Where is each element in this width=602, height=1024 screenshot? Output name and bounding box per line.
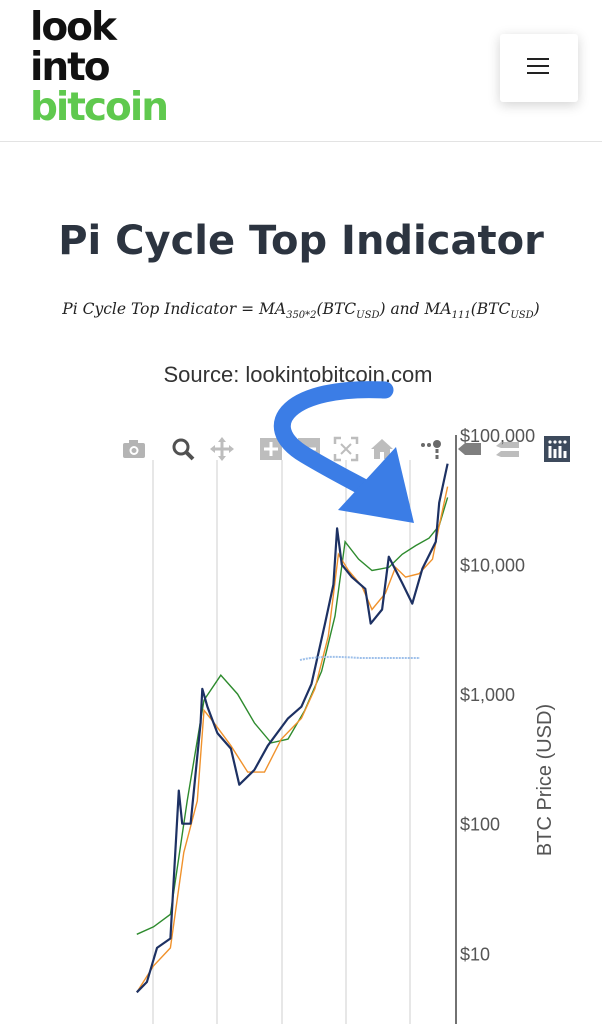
chart-modebar (115, 430, 602, 466)
hamburger-menu-icon-bar (527, 72, 549, 74)
formula-part: (BTC (470, 300, 511, 318)
autoscale-icon[interactable] (333, 436, 359, 462)
formula-lhs: Pi Cycle Top Indicator (62, 300, 237, 318)
formula-sub: 350*2 (286, 310, 317, 322)
formula-eq: = MA (236, 300, 287, 318)
formula-sub: USD (510, 310, 534, 322)
zoom-in-icon[interactable] (258, 436, 284, 462)
y-tick-label: $10,000 (460, 556, 525, 576)
reset-axes-icon[interactable] (369, 436, 395, 462)
hamburger-menu-icon-bar (527, 65, 549, 67)
spike-lines-icon[interactable] (418, 436, 444, 462)
series-price (136, 463, 449, 994)
page-title: Pi Cycle Top Indicator (58, 218, 544, 264)
y-tick-label: $1,000 (460, 685, 515, 705)
zoom-out-icon[interactable] (296, 436, 322, 462)
formula-part: ) (533, 300, 540, 318)
formula-part: (BTC (316, 300, 357, 318)
hover-band (299, 655, 420, 661)
logo-line-bitcoin: bitcoin (30, 85, 169, 130)
camera-icon[interactable] (121, 436, 147, 462)
vertical-gridlines (152, 460, 411, 1024)
plotly-logo-icon[interactable] (544, 436, 570, 462)
site-logo[interactable]: look into bitcoin (30, 5, 169, 130)
btc-price-chart[interactable]: $10 $100 $1,000 $10,000 $100,000 BTC Price (… (0, 425, 602, 1024)
pan-icon[interactable] (209, 436, 235, 462)
y-tick-label: $100,000 (460, 426, 535, 446)
logo-line-look: look (30, 5, 117, 50)
source-text: Source: lookintobitcoin.com (163, 362, 433, 387)
formula: Pi Cycle Top Indicator = MA350*2(BTCUSD)… (0, 300, 602, 321)
hamburger-menu-icon (527, 58, 549, 60)
y-tick-label: $100 (460, 815, 500, 835)
formula-sub: USD (356, 310, 380, 322)
site-header: look into bitcoin (0, 0, 602, 142)
formula-sub: 111 (451, 310, 471, 322)
formula-part: ) and MA (379, 300, 452, 318)
closest-hover-icon[interactable] (494, 436, 520, 462)
y-axis: $10 $100 $1,000 $10,000 $100,000 (460, 426, 535, 964)
compare-hover-icon[interactable] (456, 436, 482, 462)
series-ma111 (136, 486, 449, 993)
y-tick-label: $10 (460, 944, 490, 964)
series-ma350x2 (136, 497, 449, 935)
logo-line-into: into (30, 45, 111, 90)
zoom-icon[interactable] (170, 436, 196, 462)
menu-button[interactable] (500, 34, 578, 102)
y-axis-title: BTC Price (USD) (534, 704, 556, 856)
